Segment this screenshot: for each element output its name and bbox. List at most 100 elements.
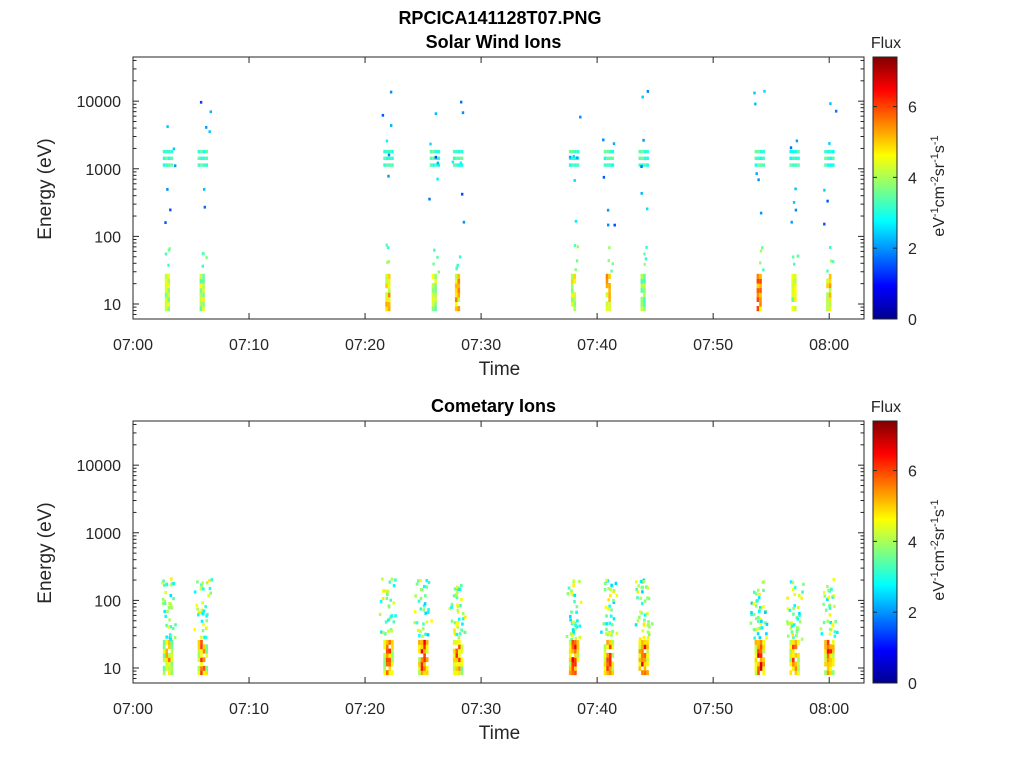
flux-cell (571, 163, 575, 167)
flux-cell (640, 165, 643, 168)
flux-cell (389, 90, 393, 94)
flux-cell (203, 188, 206, 191)
flux-cell (796, 626, 799, 630)
figure-suptitle: RPCICA141128T07.PNG (398, 8, 601, 28)
flux-cell (643, 661, 647, 667)
flux-cell (429, 149, 433, 154)
flux-cell (455, 632, 459, 637)
flux-cell (789, 156, 792, 160)
flux-cell (762, 605, 765, 609)
flux-cell (640, 287, 644, 293)
flux-cell (390, 629, 393, 633)
flux-cell (165, 635, 168, 639)
y-tick-label: 100 (94, 229, 121, 246)
flux-cell (757, 178, 760, 182)
flux-cell (207, 579, 211, 583)
flux-cell (612, 589, 616, 593)
flux-cell (205, 256, 208, 260)
flux-cell (167, 296, 170, 302)
flux-cell (168, 661, 171, 667)
flux-cell (455, 670, 459, 676)
flux-cell (755, 172, 758, 175)
flux-cell (824, 644, 827, 650)
flux-cell (641, 163, 644, 167)
flux-cell (576, 657, 580, 663)
flux-cell (385, 670, 389, 676)
flux-cell (606, 652, 609, 658)
flux-cell (391, 149, 394, 154)
flux-cell (383, 156, 386, 160)
flux-cell (824, 670, 827, 676)
flux-cell (168, 670, 171, 676)
flux-cell (833, 604, 836, 608)
flux-cell (168, 652, 171, 658)
burst-0738 (565, 579, 583, 676)
flux-cell (791, 306, 794, 312)
burst-0800 (823, 102, 838, 312)
flux-cell (640, 601, 644, 606)
flux-cell (643, 149, 647, 154)
flux-cell (789, 580, 793, 584)
flux-cell (164, 273, 168, 279)
flux-cell (418, 639, 421, 645)
flux-cell (608, 273, 611, 279)
flux-cell (826, 292, 829, 298)
flux-cell (431, 292, 435, 298)
flux-cell (754, 657, 758, 663)
flux-cell (822, 602, 825, 606)
plot-area (133, 421, 864, 683)
flux-cell (454, 632, 457, 636)
flux-cell (568, 661, 572, 667)
flux-cell (384, 620, 388, 624)
flux-cell (459, 603, 462, 608)
flux-cell (759, 648, 763, 654)
flux-cell (392, 601, 396, 605)
flux-cell (202, 292, 205, 298)
flux-cell (638, 163, 642, 167)
flux-cell (826, 619, 829, 623)
flux-cell (759, 283, 762, 289)
flux-cell (170, 639, 174, 645)
flux-cell (457, 292, 461, 298)
flux-cell (789, 652, 792, 658)
flux-cell (797, 670, 800, 676)
flux-cell (795, 634, 798, 638)
flux-cell (756, 287, 760, 293)
flux-cell (455, 648, 459, 654)
flux-cell (199, 283, 203, 289)
flux-cell (762, 648, 765, 654)
flux-cell (387, 174, 390, 178)
flux-cell (168, 633, 172, 637)
flux-cell (605, 622, 608, 626)
flux-cell (605, 292, 609, 298)
flux-cell (759, 661, 763, 667)
flux-cell (423, 652, 426, 658)
flux-cell (641, 652, 644, 658)
flux-cell (200, 635, 203, 639)
flux-cell (170, 149, 174, 154)
flux-cell (431, 287, 435, 293)
flux-cell (646, 586, 649, 590)
flux-cell (638, 665, 642, 671)
flux-cell (758, 636, 762, 640)
x-tick-label: 07:40 (577, 701, 617, 718)
flux-cell (432, 156, 435, 160)
flux-cell (383, 665, 386, 671)
flux-cell (455, 266, 458, 270)
flux-cell (792, 163, 795, 167)
flux-cell (172, 597, 175, 601)
flux-cell (754, 665, 758, 671)
flux-cell (796, 605, 800, 609)
flux-cell (424, 594, 427, 598)
flux-cell (432, 163, 435, 167)
flux-cell (199, 306, 203, 312)
flux-cell (752, 602, 756, 606)
flux-cell (796, 617, 799, 621)
flux-cell (423, 648, 426, 654)
flux-cell (824, 648, 827, 654)
flux-cell (205, 619, 208, 623)
flux-cell (455, 657, 459, 663)
flux-cell (167, 287, 170, 293)
flux-cell (643, 292, 646, 298)
flux-cell (162, 639, 166, 645)
